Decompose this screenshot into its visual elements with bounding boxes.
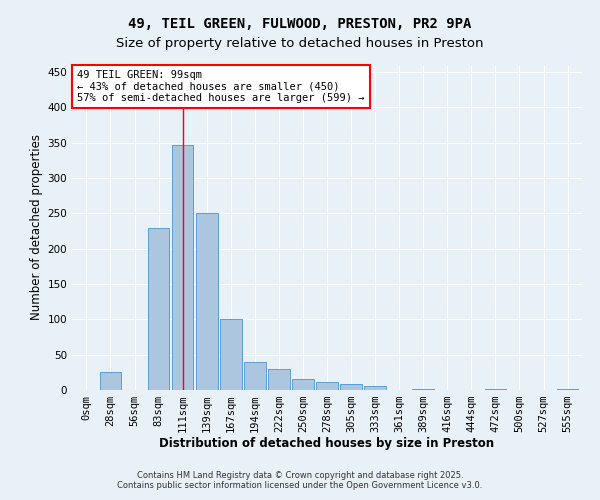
Bar <box>340 384 362 390</box>
Text: 49 TEIL GREEN: 99sqm
← 43% of detached houses are smaller (450)
57% of semi-deta: 49 TEIL GREEN: 99sqm ← 43% of detached h… <box>77 70 365 103</box>
Bar <box>485 388 506 390</box>
Bar <box>316 382 338 390</box>
Text: Contains public sector information licensed under the Open Government Licence v3: Contains public sector information licen… <box>118 480 482 490</box>
Bar <box>196 214 218 390</box>
Y-axis label: Number of detached properties: Number of detached properties <box>30 134 43 320</box>
X-axis label: Distribution of detached houses by size in Preston: Distribution of detached houses by size … <box>160 436 494 450</box>
Bar <box>100 372 121 390</box>
Bar <box>292 380 314 390</box>
Text: Size of property relative to detached houses in Preston: Size of property relative to detached ho… <box>116 38 484 51</box>
Bar <box>220 320 242 390</box>
Bar <box>172 145 193 390</box>
Text: Contains HM Land Registry data © Crown copyright and database right 2025.: Contains HM Land Registry data © Crown c… <box>137 470 463 480</box>
Bar <box>557 388 578 390</box>
Bar <box>268 369 290 390</box>
Bar <box>148 228 169 390</box>
Bar <box>244 362 266 390</box>
Bar <box>412 388 434 390</box>
Bar <box>364 386 386 390</box>
Text: 49, TEIL GREEN, FULWOOD, PRESTON, PR2 9PA: 49, TEIL GREEN, FULWOOD, PRESTON, PR2 9P… <box>128 18 472 32</box>
